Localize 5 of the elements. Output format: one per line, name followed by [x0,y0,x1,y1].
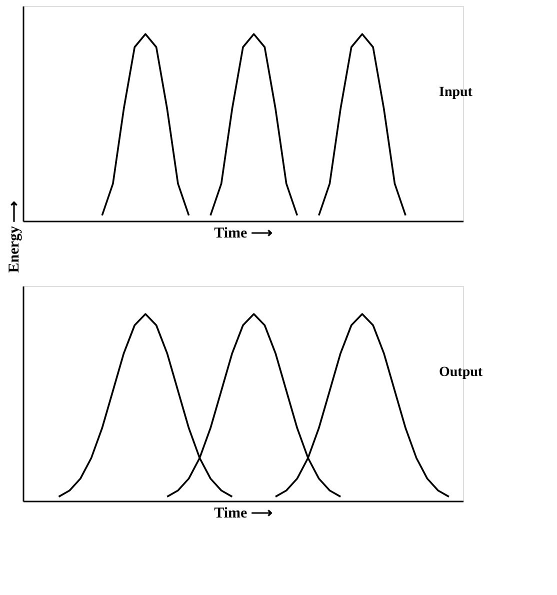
annotation: Output [439,365,483,380]
annotation: Input [439,85,473,100]
x-axis-title: Time ⟶ [214,506,273,522]
x-axis-title: Time ⟶ [214,226,273,242]
y-axis-title: Energy ⟶ [6,200,22,273]
